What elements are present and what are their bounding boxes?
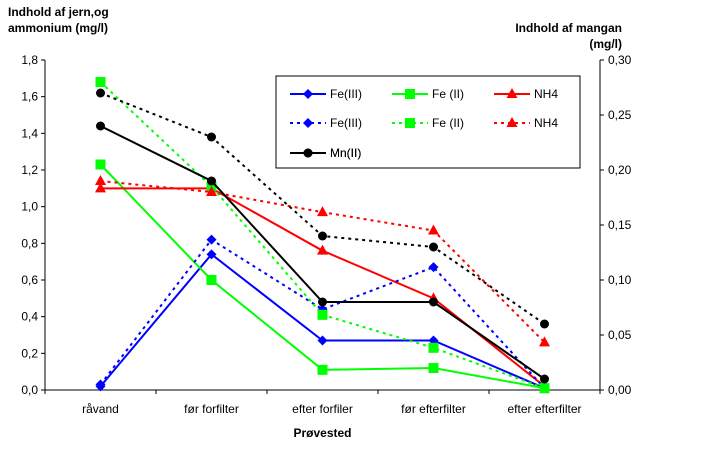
data-point xyxy=(428,224,439,235)
left-tick-label: 0,2 xyxy=(21,346,38,360)
legend-item: NH4 xyxy=(494,116,558,130)
left-tick-label: 0,0 xyxy=(21,383,38,397)
right-tick-label: 0,25 xyxy=(608,108,632,122)
legend-label: Mn(II) xyxy=(330,146,361,160)
left-axis-title: ammonium (mg/l) xyxy=(8,21,108,35)
data-point xyxy=(95,379,106,390)
legend-label: Fe (II) xyxy=(432,87,464,101)
legend-marker xyxy=(506,117,518,127)
data-point xyxy=(539,336,550,347)
left-axis-title: Indhold af jern,og xyxy=(8,5,109,19)
data-point xyxy=(540,374,549,384)
legend-marker xyxy=(405,118,415,128)
data-point xyxy=(207,176,216,186)
series-layer xyxy=(95,77,550,394)
legend-item: Fe(III) xyxy=(290,87,362,101)
data-point xyxy=(95,77,106,87)
left-tick-label: 0,4 xyxy=(21,310,38,324)
legend-marker xyxy=(303,118,313,128)
legend-marker xyxy=(405,89,415,99)
legend-item: Mn(II) xyxy=(290,146,361,160)
legend: Fe(III) Fe (II) NH4 Fe(III) Fe (II) NH4 Mn(II)… xyxy=(275,75,581,169)
data-point xyxy=(95,159,106,170)
series-1 xyxy=(95,159,550,394)
data-point xyxy=(317,335,328,346)
data-point xyxy=(95,182,106,193)
right-tick-label: 0,15 xyxy=(608,218,632,232)
data-point xyxy=(540,319,549,329)
data-point xyxy=(96,88,105,98)
legend-label: NH4 xyxy=(534,87,558,101)
right-axis-title: (mg/l) xyxy=(589,37,622,51)
data-point xyxy=(539,383,550,394)
data-point xyxy=(207,132,216,142)
data-point xyxy=(428,363,439,373)
series-line xyxy=(99,238,546,389)
left-tick-label: 1,4 xyxy=(21,126,38,140)
legend-label: Fe (II) xyxy=(432,116,464,130)
right-axis-title: Indhold af mangan xyxy=(515,21,622,35)
series-line xyxy=(100,187,546,388)
data-point xyxy=(317,244,328,255)
data-point xyxy=(206,249,217,260)
series-5 xyxy=(95,175,550,347)
right-tick-label: 0,30 xyxy=(608,53,632,67)
right-tick-label: 0,10 xyxy=(608,273,632,287)
data-point xyxy=(318,231,327,241)
x-tick-label: råvand xyxy=(82,402,119,416)
data-point xyxy=(429,297,438,307)
data-point xyxy=(206,234,217,245)
x-axis-title: Prøvested xyxy=(293,426,351,440)
data-point xyxy=(317,364,328,375)
x-tick-label: efter efterfilter xyxy=(507,402,581,416)
legend-item: Fe(III) xyxy=(290,116,362,130)
data-point xyxy=(428,342,439,353)
legend-label: Mn(II) xyxy=(330,146,361,160)
x-tick-label: før forfilter xyxy=(184,402,239,416)
right-tick-label: 0,05 xyxy=(608,328,632,342)
legend-marker xyxy=(303,89,313,99)
x-tick-label: efter forfiler xyxy=(292,402,353,416)
data-point xyxy=(96,121,105,131)
data-point xyxy=(429,242,438,252)
left-tick-label: 0,6 xyxy=(21,273,38,287)
data-point xyxy=(317,206,328,217)
series-6 xyxy=(96,121,549,384)
legend-label: Fe(III) xyxy=(330,87,362,101)
axes: 0,0 0,2 0,4 0,6 0,8 1,0 1,2 1,4 1,6 1,8 0,00 0,05 0,… xyxy=(8,5,632,440)
legend-item: Fe (II) xyxy=(392,116,464,130)
data-point xyxy=(428,262,439,273)
x-tick-label: før efterfilter xyxy=(401,402,466,416)
left-tick-label: 1,6 xyxy=(21,90,38,104)
data-point xyxy=(95,175,106,185)
left-tick-label: 1,2 xyxy=(21,163,38,177)
legend-marker xyxy=(303,148,313,158)
legend-item: NH4 xyxy=(494,87,558,101)
left-tick-label: 0,8 xyxy=(21,236,38,250)
series-7 xyxy=(96,88,549,329)
legend-marker xyxy=(506,88,518,98)
data-point xyxy=(206,275,217,285)
data-point xyxy=(317,309,328,320)
data-point xyxy=(318,297,327,307)
legend-item: Fe (II) xyxy=(392,87,464,101)
left-tick-label: 1,8 xyxy=(21,53,38,67)
right-tick-label: 0,00 xyxy=(608,383,632,397)
legend-label: NH4 xyxy=(534,116,558,130)
data-point xyxy=(206,186,217,196)
left-tick-label: 1,0 xyxy=(21,200,38,214)
legend-label: Fe(III) xyxy=(330,116,362,130)
right-tick-label: 0,20 xyxy=(608,163,632,177)
